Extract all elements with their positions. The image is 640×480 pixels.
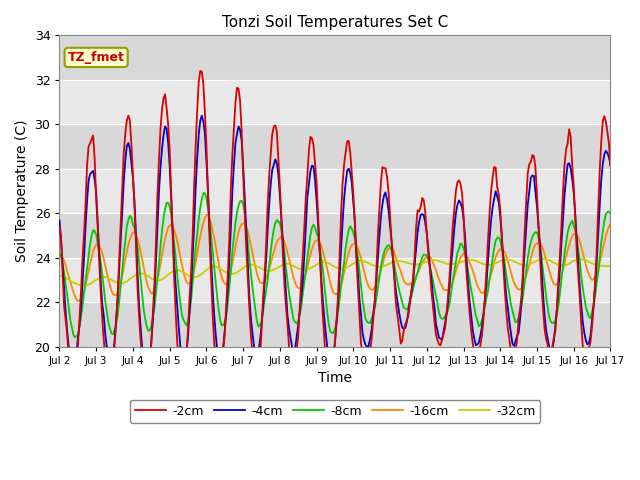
Bar [60, 302, 611, 347]
Bar [60, 213, 611, 258]
Line: -16cm: -16cm [60, 215, 611, 301]
-4cm [607, 162, 614, 168]
Line: -8cm: -8cm [60, 193, 611, 337]
-4cm [198, 113, 205, 119]
-2cm [372, 270, 380, 276]
-4cm [72, 351, 80, 357]
-32cm [371, 263, 379, 269]
-8cm [542, 294, 550, 300]
-16cm [71, 293, 79, 299]
-8cm [607, 211, 614, 217]
Legend: -2cm, -4cm, -8cm, -16cm, -32cm: -2cm, -4cm, -8cm, -16cm, -32cm [129, 400, 540, 423]
-2cm [196, 68, 204, 74]
-4cm [160, 132, 168, 138]
-8cm [160, 216, 168, 221]
X-axis label: Time: Time [318, 372, 352, 385]
Bar [60, 36, 611, 80]
-16cm [542, 257, 550, 263]
-8cm [71, 335, 79, 340]
-16cm [607, 221, 614, 227]
-16cm [160, 244, 168, 250]
-2cm [403, 317, 411, 323]
-2cm [160, 96, 168, 101]
-8cm [201, 190, 209, 196]
-16cm [372, 281, 380, 287]
-8cm [391, 264, 399, 270]
-2cm [542, 336, 550, 342]
-8cm [56, 250, 63, 256]
Line: -4cm: -4cm [60, 116, 611, 373]
-16cm [56, 252, 63, 258]
-32cm [542, 256, 550, 262]
-32cm [607, 263, 614, 269]
-32cm [79, 283, 86, 288]
Title: Tonzi Soil Temperatures Set C: Tonzi Soil Temperatures Set C [222, 15, 448, 30]
-2cm [607, 163, 614, 169]
-8cm [72, 333, 80, 339]
-8cm [372, 296, 380, 302]
-2cm [71, 364, 79, 370]
-4cm [372, 278, 380, 284]
-16cm [391, 251, 399, 256]
-32cm [71, 280, 79, 286]
-16cm [204, 212, 212, 218]
-2cm [391, 282, 399, 288]
-32cm [160, 276, 168, 281]
-4cm [69, 370, 77, 376]
-32cm [538, 256, 545, 262]
Bar [60, 124, 611, 169]
Line: -32cm: -32cm [60, 259, 611, 286]
-16cm [403, 281, 411, 287]
-4cm [542, 327, 550, 333]
-4cm [403, 319, 411, 324]
-8cm [403, 307, 411, 312]
-4cm [56, 217, 63, 223]
Text: TZ_fmet: TZ_fmet [68, 51, 125, 64]
Y-axis label: Soil Temperature (C): Soil Temperature (C) [15, 120, 29, 262]
-4cm [391, 276, 399, 282]
-2cm [106, 395, 114, 401]
Line: -2cm: -2cm [60, 71, 611, 398]
-32cm [56, 273, 63, 279]
-2cm [56, 223, 63, 228]
-32cm [401, 260, 409, 265]
-16cm [74, 298, 82, 304]
-32cm [389, 259, 397, 265]
